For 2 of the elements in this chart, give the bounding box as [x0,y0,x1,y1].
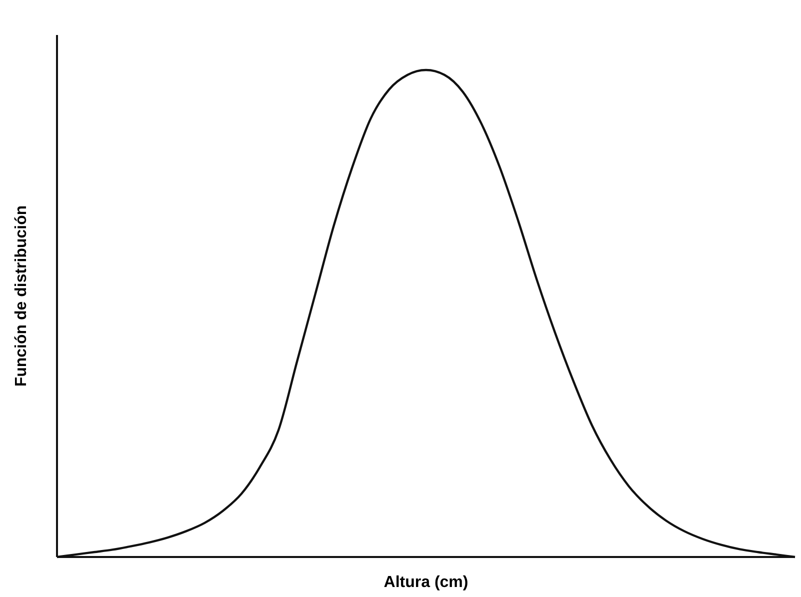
y-axis-title: Función de distribución [13,205,30,387]
x-axis-title: Altura (cm) [384,574,468,591]
